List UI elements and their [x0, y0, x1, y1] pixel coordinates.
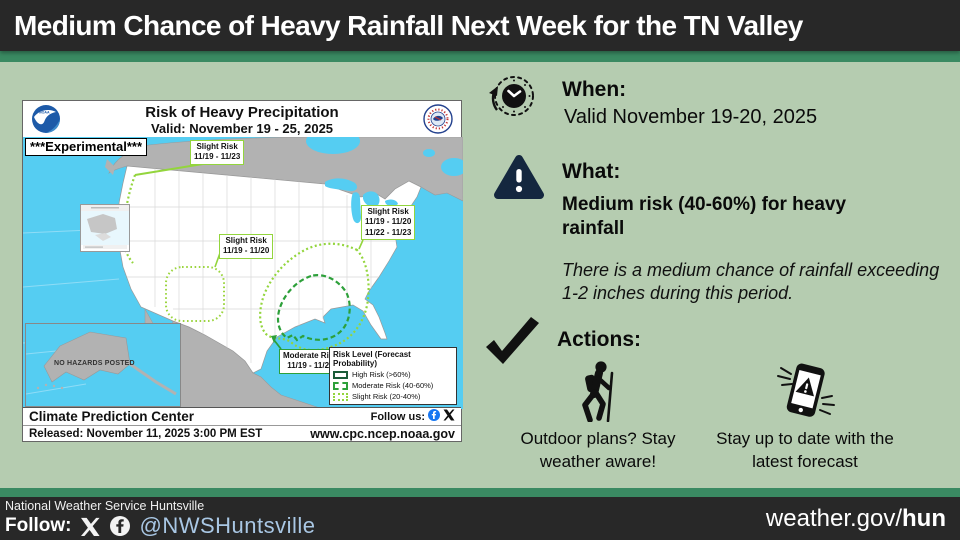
x-twitter-icon[interactable]	[80, 517, 101, 536]
moderate-risk-swatch	[333, 381, 348, 390]
map-header: Risk of Heavy Precipitation Valid: Novem…	[23, 101, 461, 137]
warning-triangle-icon	[493, 152, 545, 205]
when-text: Valid November 19-20, 2025	[564, 106, 818, 128]
map-footer: Climate Prediction Center Follow us: Rel…	[23, 407, 461, 441]
experimental-tag: ***Experimental***	[25, 138, 147, 156]
risk-legend: Risk Level (Forecast Probability) High R…	[329, 347, 457, 405]
nws-logo-icon	[423, 104, 453, 139]
clock-history-icon	[486, 70, 540, 129]
title-bar: Medium Chance of Heavy Rainfall Next Wee…	[0, 0, 960, 51]
what-bold-text: Medium risk (40-60%) for heavy rainfall	[562, 194, 847, 239]
legend-item-slight: Slight Risk (20-40%)	[333, 392, 453, 401]
social-handle[interactable]: @NWSHuntsville	[139, 513, 316, 538]
high-risk-swatch	[333, 370, 348, 379]
weather-gov-url[interactable]: weather.gov/hun	[765, 505, 946, 532]
what-heading: What:	[562, 160, 621, 183]
map-title: Risk of Heavy Precipitation	[145, 104, 339, 121]
phone-alert-icon	[715, 358, 895, 422]
nws-office-name: National Weather Service Huntsville	[5, 499, 205, 513]
hiker-icon	[508, 358, 688, 422]
mini-map-thumbnail	[80, 204, 130, 252]
facebook-icon[interactable]	[110, 516, 131, 536]
info-panel: When: Valid November 19-20, 2025 What: M…	[480, 62, 960, 488]
follow-row: Follow: @NWSHuntsville	[5, 513, 316, 539]
map-follow-us: Follow us:	[371, 409, 455, 424]
risk-label-great-lakes: Slight Risk 11/19 - 11/20 11/22 - 11/23	[361, 205, 416, 241]
noaa-logo-icon: NOAA	[31, 104, 61, 139]
svg-text:NOAA: NOAA	[39, 111, 50, 115]
action-caption-updated: Stay up to date with the latest forecast	[716, 429, 894, 471]
action-stay-updated: Stay up to date with the latest forecast	[715, 358, 895, 474]
legend-item-high: High Risk (>60%)	[333, 370, 453, 379]
facebook-icon[interactable]	[428, 409, 440, 424]
action-caption-outdoor: Outdoor plans? Stay weather aware!	[520, 429, 676, 471]
alaska-no-hazards-note: NO HAZARDS POSTED	[54, 360, 135, 367]
actions-heading: Actions:	[557, 328, 641, 351]
page-title: Medium Chance of Heavy Rainfall Next Wee…	[14, 9, 803, 41]
checkmark-icon	[483, 314, 543, 371]
alaska-inset: NO HAZARDS POSTED	[25, 323, 181, 407]
action-outdoor-plans: Outdoor plans? Stay weather aware!	[508, 358, 688, 474]
cpc-agency-label: Climate Prediction Center	[29, 409, 195, 424]
legend-title: Risk Level (Forecast Probability)	[333, 350, 411, 368]
when-heading: When:	[562, 78, 627, 101]
map-valid-dates: Valid: November 19 - 25, 2025	[150, 121, 334, 136]
legend-item-moderate: Moderate Risk (40-60%)	[333, 381, 453, 390]
cpc-risk-map-panel: Risk of Heavy Precipitation Valid: Novem…	[22, 100, 463, 442]
what-detail-text: There is a medium chance of rainfall exc…	[562, 260, 940, 304]
risk-label-four-corners: Slight Risk 11/19 - 11/20	[219, 234, 274, 259]
risk-label-northwest: Slight Risk 11/19 - 11/23	[190, 140, 245, 165]
bottom-green-divider	[0, 488, 960, 497]
slight-risk-swatch	[333, 392, 348, 401]
top-green-divider	[0, 51, 960, 62]
cpc-url[interactable]: www.cpc.ncep.noaa.gov	[310, 427, 455, 441]
follow-label: Follow:	[5, 515, 72, 536]
map-released-timestamp: Released: November 11, 2025 3:00 PM EST	[29, 428, 263, 440]
x-twitter-icon[interactable]	[443, 409, 455, 424]
bottom-bar: National Weather Service Huntsville Foll…	[0, 497, 960, 540]
